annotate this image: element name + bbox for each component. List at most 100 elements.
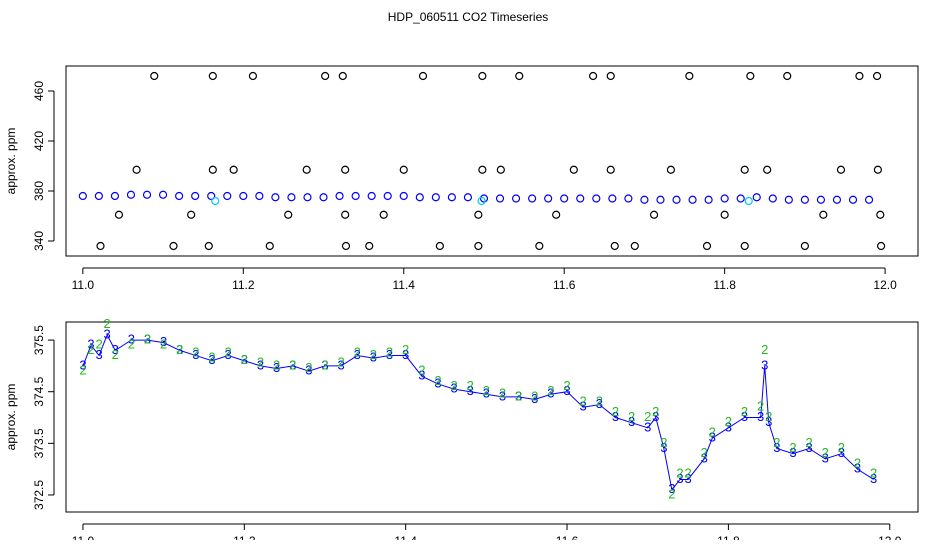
point-marker: 3 xyxy=(709,430,716,445)
x-tick-label: 11.0 xyxy=(72,278,95,292)
y-axis-label: approx. ppm xyxy=(4,128,18,195)
point-marker: 3 xyxy=(208,352,215,367)
x-tick-label: 11.8 xyxy=(713,278,736,292)
y-tick-label: 372.5 xyxy=(32,480,46,510)
x-tick-label: 12.0 xyxy=(878,534,902,540)
point-marker: 3 xyxy=(467,383,474,398)
point xyxy=(255,191,264,201)
point-marker: 3 xyxy=(684,471,691,486)
point xyxy=(477,196,486,206)
point xyxy=(229,165,238,174)
point xyxy=(191,191,200,201)
point-marker: 2 xyxy=(701,445,708,460)
point xyxy=(169,241,178,251)
point-marker: 2 xyxy=(176,342,183,357)
point xyxy=(495,194,505,203)
point-marker: 2 xyxy=(660,435,667,450)
point xyxy=(544,194,553,203)
point xyxy=(96,241,105,251)
point xyxy=(211,196,220,206)
point xyxy=(528,194,537,203)
point xyxy=(399,191,408,201)
point-marker: 2 xyxy=(580,393,587,408)
point-marker: 3 xyxy=(644,419,651,434)
point xyxy=(848,195,858,204)
point xyxy=(800,195,809,204)
point-marker: 2 xyxy=(805,435,812,450)
chart-title: HDP_060511 CO2 Timeseries xyxy=(388,10,549,24)
y-tick-label: 373.5 xyxy=(32,428,46,458)
point xyxy=(399,165,408,174)
point xyxy=(78,191,87,201)
x-tick-label: 11.0 xyxy=(72,534,95,540)
point xyxy=(832,195,842,204)
point-marker: 2 xyxy=(289,357,296,372)
point-marker: 2 xyxy=(644,409,651,424)
point-marker: 3 xyxy=(95,347,102,362)
point xyxy=(588,71,598,81)
point xyxy=(746,71,755,81)
point xyxy=(341,165,350,174)
point xyxy=(855,71,864,81)
point xyxy=(752,193,761,202)
point-marker: 3 xyxy=(386,347,393,362)
point xyxy=(768,194,777,203)
point xyxy=(569,165,578,174)
point-marker: 3 xyxy=(531,391,538,406)
point xyxy=(800,241,809,251)
x-tick-label: 12.0 xyxy=(873,278,897,292)
y-axis-label: approx. ppm xyxy=(4,384,18,451)
point xyxy=(740,241,749,251)
point-marker: 2 xyxy=(354,344,361,359)
point xyxy=(720,194,729,203)
point xyxy=(515,71,524,81)
point xyxy=(335,191,344,201)
x-tick-label: 11.6 xyxy=(553,278,576,292)
point-marker: 2 xyxy=(652,404,659,419)
point-marker: 2 xyxy=(95,337,102,352)
point-marker: 2 xyxy=(128,337,135,352)
point xyxy=(474,241,483,251)
point-marker: 3 xyxy=(354,347,361,362)
point xyxy=(610,241,619,251)
point-marker: 2 xyxy=(160,337,167,352)
point xyxy=(239,191,248,201)
point-marker: 2 xyxy=(273,357,280,372)
point-marker: 2 xyxy=(418,362,425,377)
point-marker: 3 xyxy=(370,350,377,365)
point-marker: 3 xyxy=(676,471,683,486)
point-marker: 2 xyxy=(515,388,522,403)
point-marker: 2 xyxy=(854,455,861,470)
point xyxy=(338,71,347,81)
series-line xyxy=(82,333,874,491)
point xyxy=(819,210,828,219)
point xyxy=(576,194,585,203)
point xyxy=(496,165,505,174)
point-marker: 2 xyxy=(483,383,490,398)
y-tick-label: 420 xyxy=(32,131,46,151)
point xyxy=(110,191,120,201)
point xyxy=(248,71,258,81)
point-marker: 3 xyxy=(402,347,409,362)
point-marker: 3 xyxy=(805,440,812,455)
point-marker: 3 xyxy=(725,419,732,434)
point-marker: 3 xyxy=(668,481,675,496)
point xyxy=(685,71,694,81)
point-marker: 2 xyxy=(668,486,675,501)
point-marker: 3 xyxy=(701,450,708,465)
point-marker: 3 xyxy=(612,409,619,424)
point-marker: 2 xyxy=(370,347,377,362)
point-marker: 3 xyxy=(822,450,829,465)
point-marker: 2 xyxy=(434,373,441,388)
point xyxy=(511,194,521,203)
point xyxy=(303,193,312,202)
point xyxy=(271,193,280,202)
x-tick-label: 11.4 xyxy=(394,534,417,540)
point xyxy=(302,165,311,174)
point-marker: 3 xyxy=(741,409,748,424)
point-marker: 2 xyxy=(208,350,215,365)
point xyxy=(114,210,124,219)
point-marker: 2 xyxy=(467,378,474,393)
point-marker: 2 xyxy=(321,357,328,372)
